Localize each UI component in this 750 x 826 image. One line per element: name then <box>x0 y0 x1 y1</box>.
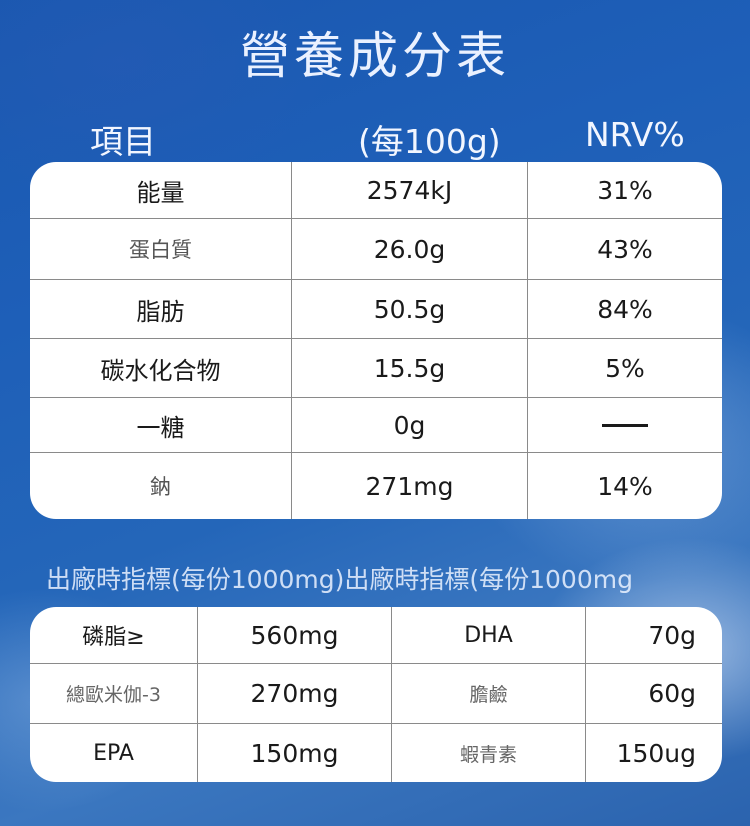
nutrient-nrv: 31% <box>597 175 653 205</box>
table-row: EPA 150mg 蝦青素 150ug <box>30 724 722 782</box>
table-row: 磷脂≥ 560mg DHA 70g <box>30 607 722 664</box>
nutrient-nrv-dash <box>528 398 722 452</box>
nutrient-value: 26.0g <box>292 219 528 279</box>
nutrition-table: 能量 2574kJ 31% 蛋白質 26.0g 43% 脂肪 50.5g 84%… <box>30 162 722 519</box>
nutrient-name: 蛋白質 <box>30 219 292 279</box>
nutrient-value: 2574kJ <box>292 162 528 218</box>
nutrient-name: 一糖 <box>30 398 292 452</box>
index-name: 磷脂≥ <box>30 607 198 663</box>
factory-index-table: 磷脂≥ 560mg DHA 70g 總歐米伽-3 270mg 膽鹼 60g EP… <box>30 607 722 782</box>
nutrient-value: 15.5g <box>292 339 528 397</box>
nutrient-nrv: 43% <box>597 234 653 264</box>
index-value: 60g <box>648 679 696 708</box>
header-per-100g: (每100g) <box>358 122 501 161</box>
table-row: 鈉 271mg 14% <box>30 453 722 519</box>
index-name: DHA <box>392 607 586 663</box>
nutrient-name: 鈉 <box>30 453 292 519</box>
index-value: 270mg <box>198 664 392 723</box>
index-value: 70g <box>648 620 696 650</box>
table-row: 總歐米伽-3 270mg 膽鹼 60g <box>30 664 722 724</box>
nutrient-name: 碳水化合物 <box>30 339 292 397</box>
nutrient-nrv: 14% <box>597 471 653 501</box>
index-value: 560mg <box>198 607 392 663</box>
table-row: 一糖 0g <box>30 398 722 453</box>
nutrient-name: 能量 <box>30 162 292 218</box>
index-name: 蝦青素 <box>392 724 586 782</box>
table-row: 碳水化合物 15.5g 5% <box>30 339 722 398</box>
header-nrv: NRV% <box>585 115 685 154</box>
header-item: 項目 <box>90 122 156 161</box>
dash-mark <box>602 423 648 427</box>
index-name: 膽鹼 <box>392 664 586 723</box>
index-value: 150ug <box>616 738 696 768</box>
page-title: 營養成分表 <box>240 27 510 85</box>
table-row: 蛋白質 26.0g 43% <box>30 219 722 280</box>
table-row: 脂肪 50.5g 84% <box>30 280 722 339</box>
factory-index-title: 出廠時指標(每份1000mg)出廠時指標(每份1000mg <box>46 565 633 594</box>
nutrient-nrv: 84% <box>597 294 653 324</box>
nutrient-value: 271mg <box>292 453 528 519</box>
nutrient-nrv: 5% <box>605 353 645 383</box>
index-name: EPA <box>30 724 198 782</box>
index-name: 總歐米伽-3 <box>30 664 198 723</box>
nutrient-name: 脂肪 <box>30 280 292 338</box>
nutrient-value: 50.5g <box>292 280 528 338</box>
table-row: 能量 2574kJ 31% <box>30 162 722 219</box>
index-value: 150mg <box>198 724 392 782</box>
nutrient-value: 0g <box>292 398 528 452</box>
